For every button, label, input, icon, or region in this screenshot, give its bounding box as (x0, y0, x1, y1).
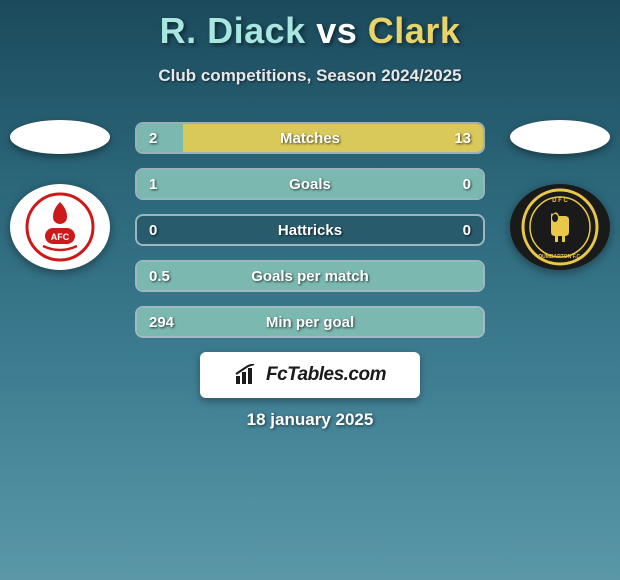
stat-row: 1Goals0 (135, 168, 485, 200)
player1-column: AFC (10, 120, 110, 270)
barchart-icon (234, 364, 260, 386)
stat-value-left: 2 (137, 130, 197, 147)
player2-column: D F C DUMBARTON F.C. (510, 120, 610, 270)
club2-abbr-top: D F C (552, 198, 568, 204)
subtitle: Club competitions, Season 2024/2025 (0, 66, 620, 86)
stat-value-right: 0 (423, 222, 483, 239)
player2-avatar-placeholder (510, 120, 610, 154)
stat-label: Goals per match (197, 268, 423, 285)
player2-name: Clark (368, 10, 461, 51)
club2-name-bottom: DUMBARTON F.C. (539, 254, 583, 260)
airdrie-badge-icon: AFC (25, 192, 95, 262)
stat-value-left: 0.5 (137, 268, 197, 285)
stat-value-right: 13 (423, 130, 483, 147)
club1-abbr: AFC (51, 232, 70, 242)
stat-row: 0Hattricks0 (135, 214, 485, 246)
stat-value-left: 1 (137, 176, 197, 193)
player1-name: R. Diack (160, 10, 306, 51)
stat-value-right: 0 (423, 176, 483, 193)
stat-label: Matches (197, 130, 423, 147)
fctables-logo-text: FcTables.com (266, 364, 386, 386)
stat-value-left: 0 (137, 222, 197, 239)
stat-value-left: 294 (137, 314, 197, 331)
player2-club-badge: D F C DUMBARTON F.C. (510, 184, 610, 270)
stat-label: Min per goal (197, 314, 423, 331)
vs-text: vs (316, 10, 357, 51)
stat-label: Goals (197, 176, 423, 193)
stat-row: 294Min per goal (135, 306, 485, 338)
player1-avatar-placeholder (10, 120, 110, 154)
dumbarton-badge-icon: D F C DUMBARTON F.C. (521, 188, 599, 266)
date-line: 18 january 2025 (0, 410, 620, 430)
player1-club-badge: AFC (10, 184, 110, 270)
stat-row: 0.5Goals per match (135, 260, 485, 292)
comparison-title: R. Diack vs Clark (0, 0, 620, 52)
stat-row: 2Matches13 (135, 122, 485, 154)
fctables-logo-box: FcTables.com (200, 352, 420, 398)
stat-label: Hattricks (197, 222, 423, 239)
stats-panel: 2Matches131Goals00Hattricks00.5Goals per… (135, 122, 485, 338)
